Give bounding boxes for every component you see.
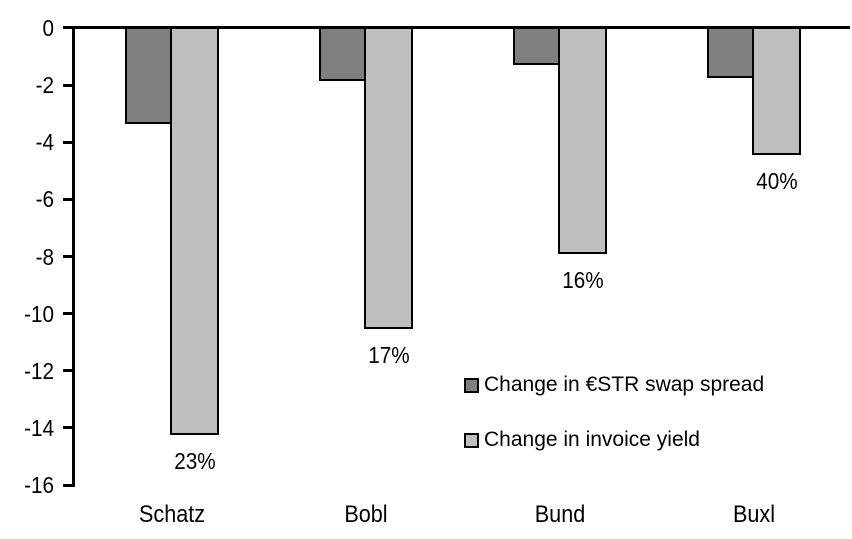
legend: Change in €STR swap spread Change in inv… (464, 371, 764, 454)
x-category-label-schatz: Schatz (138, 501, 206, 528)
y-tick-label: -4 (35, 129, 54, 156)
y-tick-label: -10 (24, 300, 54, 327)
bar-bobl-invoice-yield (364, 27, 413, 330)
y-tick-mark (63, 483, 73, 487)
y-axis-line (72, 26, 75, 487)
y-tick-label: -16 (24, 472, 54, 498)
bar-schatz-swap-spread (125, 27, 172, 124)
legend-label-invoice-yield: Change in invoice yield (484, 428, 700, 451)
y-tick-label: -12 (24, 357, 54, 384)
bar-buxl-invoice-yield (752, 27, 801, 156)
x-axis-zero-line (63, 26, 850, 29)
bar-bund-invoice-yield (558, 27, 607, 254)
bar-buxl-swap-spread (707, 27, 754, 79)
y-tick-label: 0 (42, 15, 54, 41)
x-category-label-bund: Bund (534, 501, 586, 528)
legend-item-invoice-yield: Change in invoice yield (464, 426, 764, 454)
bar-bund-swap-spread (513, 27, 560, 66)
data-label-buxl: 40% (755, 168, 798, 195)
y-tick-mark (63, 312, 73, 316)
y-tick-mark (63, 140, 73, 144)
y-tick-label: -6 (35, 186, 54, 213)
x-category-label-buxl: Buxl (732, 501, 776, 528)
y-tick-mark (63, 83, 73, 87)
y-tick-mark (63, 197, 73, 201)
bar-schatz-invoice-yield (170, 27, 219, 436)
y-tick-mark (63, 255, 73, 258)
y-tick-label: -8 (35, 243, 54, 270)
legend-label-swap-spread: Change in €STR swap spread (484, 373, 765, 396)
y-tick-label: -2 (35, 72, 54, 99)
x-category-label-bobl: Bobl (344, 501, 388, 528)
bar-bobl-swap-spread (319, 27, 366, 81)
legend-swatch-invoice-yield-icon (464, 432, 479, 448)
data-label-bund: 16% (561, 266, 604, 293)
legend-item-swap-spread: Change in €STR swap spread (464, 371, 764, 399)
y-tick-label: -14 (24, 414, 54, 441)
y-tick-mark (63, 426, 73, 430)
y-tick-mark (63, 369, 73, 373)
legend-swatch-swap-spread-icon (464, 377, 479, 393)
data-label-schatz: 23% (173, 448, 216, 475)
data-label-bobl: 17% (367, 342, 410, 369)
